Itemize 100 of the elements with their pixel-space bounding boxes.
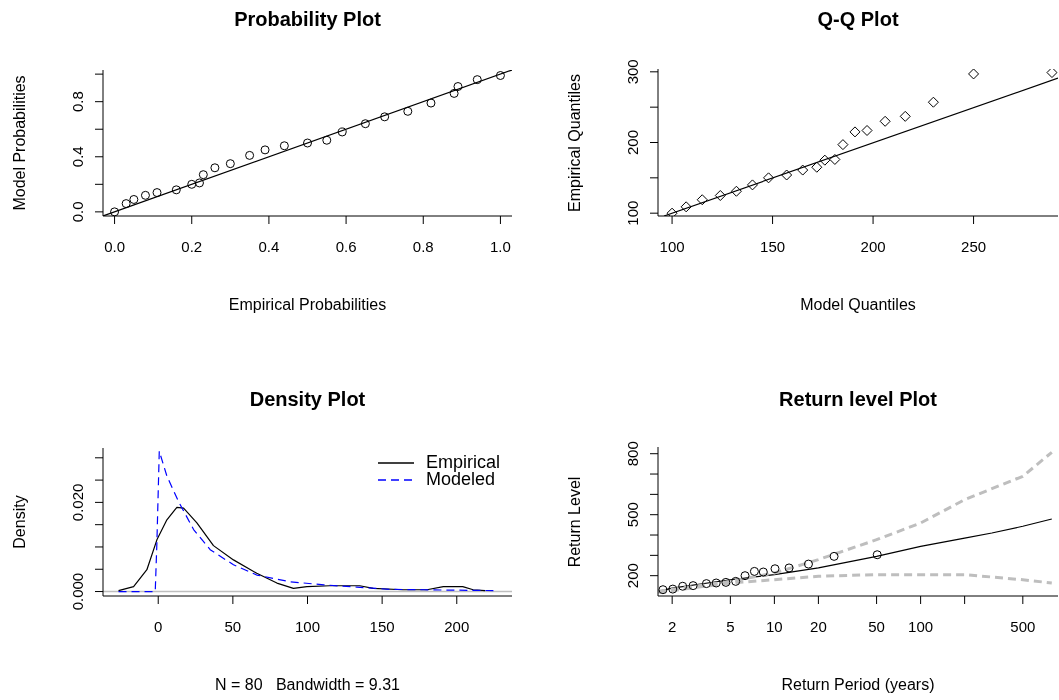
y-axis-title: Density <box>10 494 29 551</box>
point <box>829 153 841 165</box>
point <box>449 88 459 98</box>
x-tick-label: 0.2 <box>181 237 203 255</box>
x-tick-label: 150 <box>760 237 786 255</box>
point <box>711 578 721 588</box>
y-axis-title: Empirical Quantiles <box>565 72 584 214</box>
point <box>668 584 678 594</box>
x-tick-label: 150 <box>369 617 395 635</box>
y-axis-title: Return Level <box>565 475 584 569</box>
line-series <box>117 506 486 592</box>
point <box>110 207 120 216</box>
y-tick-label: 0.020 <box>68 483 86 522</box>
point <box>129 194 139 204</box>
point <box>171 185 181 195</box>
point <box>688 581 698 591</box>
point <box>811 161 823 173</box>
y-tick-label: 0.8 <box>68 91 86 113</box>
point <box>899 110 911 122</box>
point <box>360 119 370 129</box>
x-tick-label: 50 <box>224 617 242 635</box>
point <box>187 179 197 189</box>
y-axis-title: Model Probabilities <box>10 74 29 213</box>
point <box>837 139 849 151</box>
chart-title: Probability Plot <box>233 8 382 31</box>
point <box>245 150 255 160</box>
x-tick-label: 5 <box>726 617 735 635</box>
point <box>472 75 482 85</box>
point <box>797 164 809 176</box>
y-tick-label: 200 <box>623 129 641 156</box>
point <box>658 585 668 595</box>
point <box>968 69 980 80</box>
x-tick-label: 0.0 <box>104 237 126 255</box>
point <box>714 190 726 201</box>
y-tick-label: 300 <box>623 59 641 85</box>
point <box>781 169 793 181</box>
point <box>730 185 742 197</box>
point <box>453 82 463 92</box>
point <box>426 98 436 108</box>
point <box>927 96 939 108</box>
x-tick-label: 20 <box>810 617 827 635</box>
x-axis-title: Model Quantiles <box>799 296 917 314</box>
point <box>696 194 708 206</box>
chart-title: Q-Q Plot <box>816 8 900 31</box>
x-tick-label: 50 <box>868 617 885 635</box>
x-axis-title: Return Period (years) <box>780 676 936 694</box>
y-tick-label: 800 <box>623 441 641 467</box>
x-tick-label: 100 <box>659 237 685 255</box>
x-tick-label: 10 <box>766 617 783 635</box>
point <box>1046 69 1058 79</box>
point <box>740 571 750 581</box>
x-tick-label: 1.0 <box>489 237 511 255</box>
point <box>746 179 758 191</box>
legend-label: Empirical <box>425 452 500 472</box>
point <box>210 163 220 173</box>
point <box>152 188 162 198</box>
x-axis-title: N = 80 Bandwidth = 9.31 <box>214 676 401 694</box>
point <box>784 563 794 573</box>
y-tick-label: 0.4 <box>68 146 86 168</box>
x-tick-label: 200 <box>860 237 886 255</box>
point <box>680 201 692 213</box>
chart-title: Density Plot <box>248 388 367 411</box>
x-tick-label: 2 <box>668 617 677 635</box>
point <box>731 576 741 586</box>
x-tick-label: 250 <box>961 237 987 255</box>
point <box>121 199 131 209</box>
point <box>763 172 775 184</box>
x-tick-label: 0.8 <box>412 237 434 255</box>
x-tick-label: 100 <box>908 617 934 635</box>
point <box>849 126 861 138</box>
x-tick-label: 200 <box>444 617 470 635</box>
x-tick-label: 0.4 <box>258 237 280 255</box>
point <box>303 138 312 148</box>
y-tick-label: 0.000 <box>68 572 86 611</box>
point <box>701 579 711 589</box>
x-tick-label: 0 <box>154 617 163 635</box>
x-tick-label: 500 <box>1010 617 1036 635</box>
point <box>819 154 831 166</box>
point <box>337 127 347 137</box>
y-tick-label: 500 <box>623 502 641 528</box>
point <box>403 106 413 116</box>
point <box>322 135 332 145</box>
y-tick-label: 100 <box>623 200 641 226</box>
point <box>260 145 270 155</box>
point <box>225 159 235 169</box>
chart-title: Return level Plot <box>778 388 938 411</box>
point <box>861 124 873 136</box>
point <box>279 141 289 151</box>
point <box>198 170 208 180</box>
point <box>721 577 731 587</box>
x-tick-label: 0.6 <box>335 237 357 255</box>
point <box>495 71 505 81</box>
point <box>666 207 678 216</box>
x-axis-title: Empirical Probabilities <box>227 296 388 314</box>
x-tick-label: 100 <box>294 617 321 635</box>
point <box>380 112 390 122</box>
point <box>678 581 688 591</box>
point <box>140 190 150 200</box>
y-tick-label: 200 <box>623 563 641 589</box>
point <box>194 178 204 188</box>
